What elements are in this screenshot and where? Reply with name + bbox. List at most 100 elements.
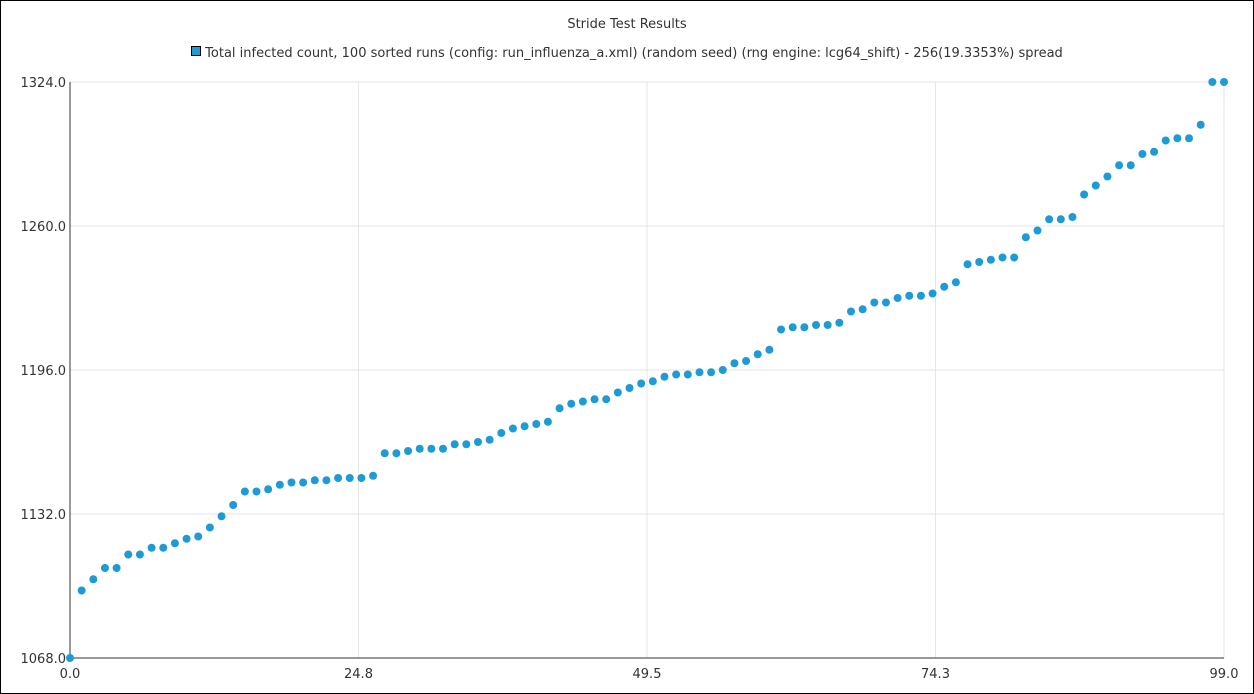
data-point (415, 444, 424, 453)
data-point (1056, 215, 1065, 224)
x-tick-label: 49.5 (633, 667, 662, 682)
data-point (1173, 134, 1182, 143)
data-point (369, 471, 378, 480)
data-point (147, 543, 156, 552)
data-point (462, 440, 471, 449)
data-point (870, 298, 879, 307)
data-point (182, 534, 191, 543)
data-point (473, 438, 482, 446)
y-tick-label: 1260.0 (21, 220, 67, 235)
data-point (532, 420, 541, 428)
data-point (578, 397, 587, 406)
data-point (998, 253, 1007, 262)
data-point (893, 294, 902, 302)
data-point (404, 447, 413, 455)
data-point (975, 258, 984, 266)
data-point (310, 476, 319, 485)
data-point (252, 487, 261, 496)
data-point (1115, 161, 1124, 170)
data-point (777, 325, 786, 334)
data-point (392, 449, 401, 458)
data-point (485, 435, 494, 444)
data-point (1045, 215, 1054, 224)
data-point (940, 282, 949, 291)
legend: Total infected count, 100 sorted runs (c… (0, 46, 1254, 61)
data-point (1138, 150, 1147, 158)
data-point (590, 395, 599, 404)
data-point (357, 474, 366, 482)
data-point (322, 476, 331, 485)
data-point (194, 532, 203, 541)
data-point (334, 474, 343, 482)
y-tick-label: 1132.0 (21, 508, 67, 523)
data-point (1091, 181, 1100, 190)
data-point (427, 444, 436, 453)
data-point (788, 323, 797, 332)
data-point (1196, 120, 1205, 129)
data-point (89, 575, 98, 584)
x-tick-label: 99.0 (1210, 667, 1239, 682)
data-point (299, 478, 308, 487)
x-tick-label: 0.0 (60, 667, 81, 682)
data-point (229, 501, 238, 509)
data-point (287, 478, 296, 487)
data-point (613, 388, 622, 397)
data-point (1021, 233, 1030, 242)
x-tick-label: 74.3 (921, 667, 950, 682)
data-point (217, 512, 226, 521)
data-point (240, 487, 249, 496)
data-point (170, 539, 179, 548)
data-point (450, 440, 459, 449)
data-point (707, 368, 716, 377)
data-point (963, 260, 972, 269)
legend-swatch (191, 46, 202, 56)
data-point (905, 291, 914, 300)
data-point (625, 384, 634, 392)
data-point (264, 485, 273, 494)
data-point (858, 305, 867, 314)
data-point (1185, 134, 1194, 143)
data-point (916, 291, 925, 300)
data-point (543, 417, 552, 426)
data-point (812, 321, 821, 329)
data-point (718, 366, 727, 374)
data-point (1220, 78, 1228, 86)
data-point (753, 350, 762, 359)
data-point (1010, 253, 1019, 262)
x-tick-label: 24.8 (344, 667, 373, 682)
data-point (881, 298, 890, 307)
data-point (1161, 136, 1170, 145)
data-point (835, 318, 844, 327)
data-point (951, 278, 960, 287)
data-point (637, 379, 646, 388)
y-tick-label: 1324.0 (21, 76, 67, 91)
data-point (1208, 78, 1217, 86)
data-point (672, 370, 681, 379)
data-point (124, 550, 133, 559)
data-point (159, 543, 168, 552)
data-point (1150, 147, 1159, 156)
data-point (380, 449, 389, 458)
data-point (1080, 190, 1089, 199)
chart-title: Stride Test Results (567, 17, 687, 32)
data-point (520, 422, 529, 431)
data-point (205, 523, 214, 532)
data-point (508, 424, 517, 433)
data-point (648, 377, 657, 386)
legend-label: Total infected count, 100 sorted runs (c… (205, 46, 1063, 61)
data-point (823, 321, 832, 329)
data-point (555, 404, 564, 413)
data-point (742, 357, 751, 365)
data-point (846, 307, 855, 316)
data-point (439, 444, 448, 453)
data-point (800, 323, 809, 332)
data-point (1033, 226, 1042, 235)
data-point (1103, 172, 1112, 181)
data-point (602, 395, 611, 404)
data-point (1068, 213, 1077, 221)
data-point (112, 564, 121, 572)
data-point (765, 345, 774, 354)
data-point (77, 586, 86, 595)
